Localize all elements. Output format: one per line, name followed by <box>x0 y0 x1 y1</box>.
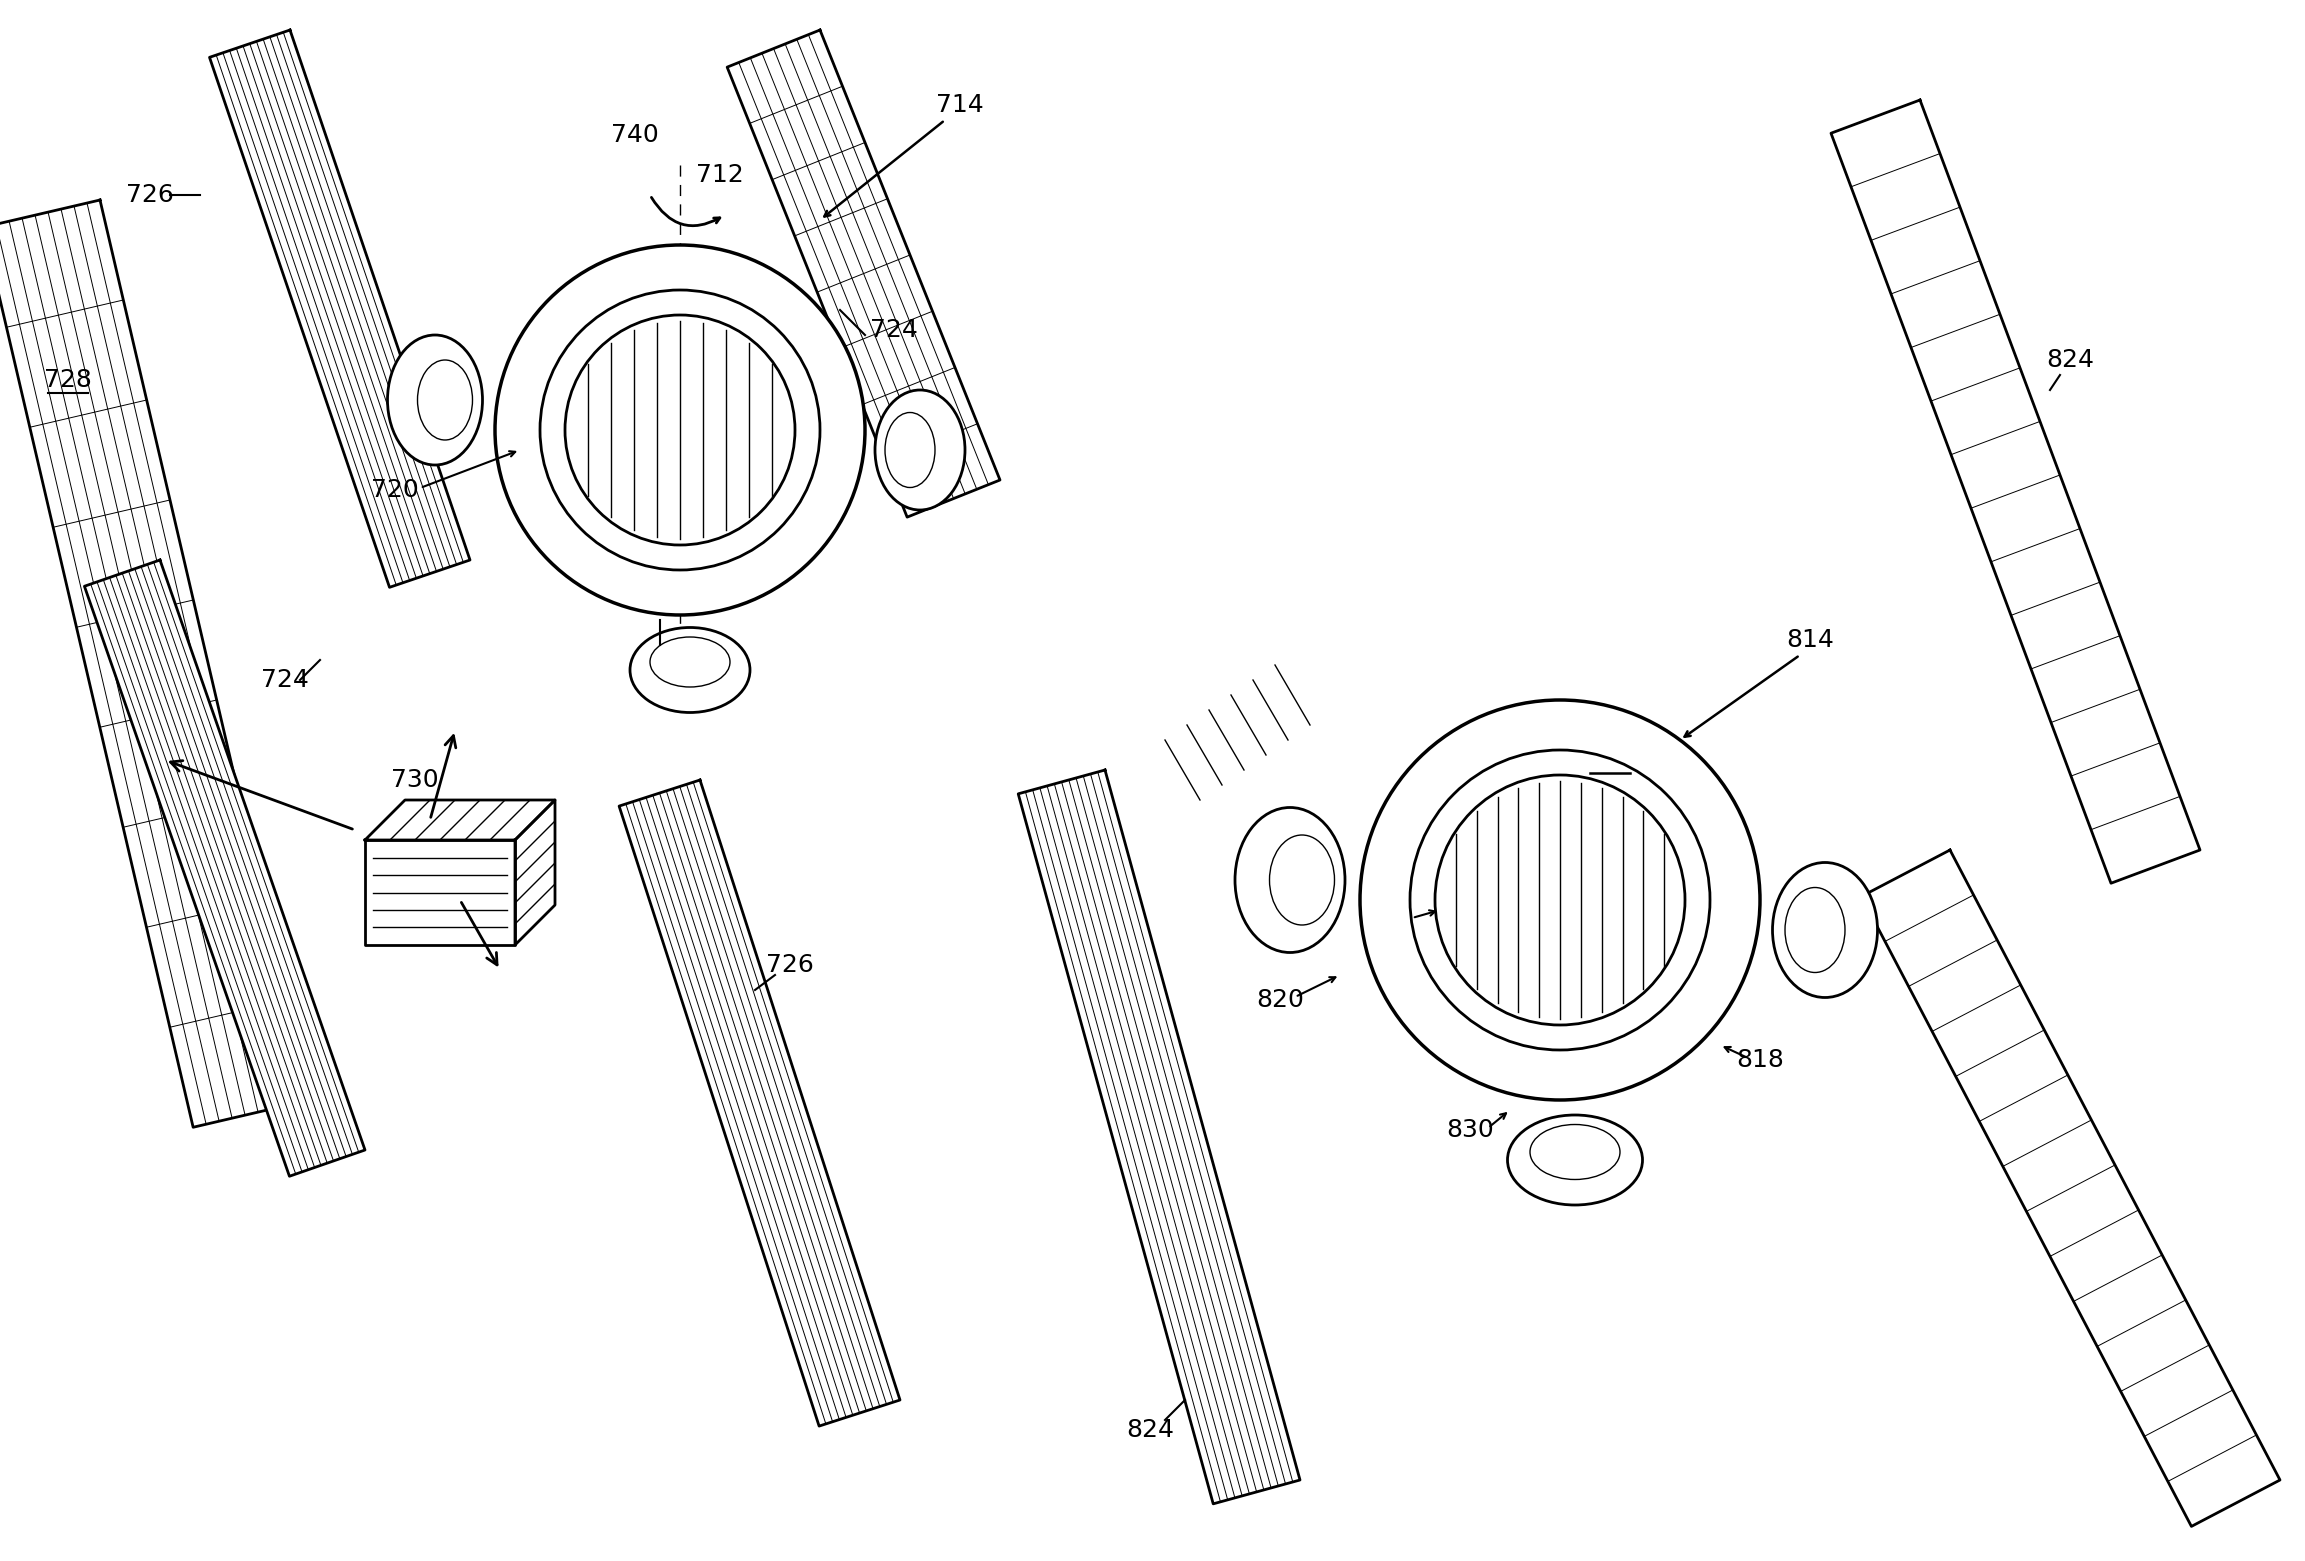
Circle shape <box>1436 774 1685 1026</box>
Polygon shape <box>210 30 470 587</box>
Text: 724: 724 <box>260 668 309 692</box>
Polygon shape <box>1830 100 2199 884</box>
Circle shape <box>565 315 795 545</box>
Ellipse shape <box>387 336 482 465</box>
Text: 812: 812 <box>1586 748 1634 773</box>
Polygon shape <box>85 560 364 1177</box>
Polygon shape <box>364 840 514 944</box>
Circle shape <box>1360 699 1761 1101</box>
Ellipse shape <box>876 390 966 510</box>
Ellipse shape <box>1531 1124 1620 1180</box>
Text: 710: 710 <box>576 448 625 471</box>
Text: 714: 714 <box>936 94 984 117</box>
Circle shape <box>1411 749 1710 1051</box>
Text: 712: 712 <box>696 162 745 187</box>
Text: 726: 726 <box>765 954 814 977</box>
Ellipse shape <box>650 637 731 687</box>
Ellipse shape <box>1235 807 1346 952</box>
Polygon shape <box>1019 770 1300 1503</box>
Text: 824: 824 <box>2047 348 2093 372</box>
Text: 726: 726 <box>127 183 173 208</box>
Text: 814: 814 <box>1786 628 1835 652</box>
Polygon shape <box>364 799 556 840</box>
Text: 824: 824 <box>1127 1417 1173 1442</box>
Ellipse shape <box>629 628 749 712</box>
Text: 818: 818 <box>1736 1047 1784 1072</box>
Circle shape <box>496 245 864 615</box>
Text: 720: 720 <box>371 478 420 503</box>
Text: 740: 740 <box>611 123 659 147</box>
Text: 730: 730 <box>392 768 438 791</box>
Circle shape <box>539 290 821 570</box>
Text: 820: 820 <box>1256 988 1305 1012</box>
Text: 810: 810 <box>1376 909 1424 932</box>
Ellipse shape <box>417 361 473 440</box>
Polygon shape <box>0 200 309 1127</box>
Ellipse shape <box>1784 888 1844 973</box>
Polygon shape <box>514 799 556 944</box>
Ellipse shape <box>885 412 936 487</box>
Ellipse shape <box>1773 863 1879 997</box>
Text: 830: 830 <box>1445 1118 1494 1143</box>
Ellipse shape <box>1270 835 1335 926</box>
Polygon shape <box>726 30 1000 517</box>
Text: 718: 718 <box>636 648 685 671</box>
Polygon shape <box>1862 851 2280 1527</box>
Text: 728: 728 <box>44 368 92 392</box>
Polygon shape <box>620 780 899 1427</box>
Ellipse shape <box>1507 1115 1643 1205</box>
Text: 724: 724 <box>869 318 917 342</box>
